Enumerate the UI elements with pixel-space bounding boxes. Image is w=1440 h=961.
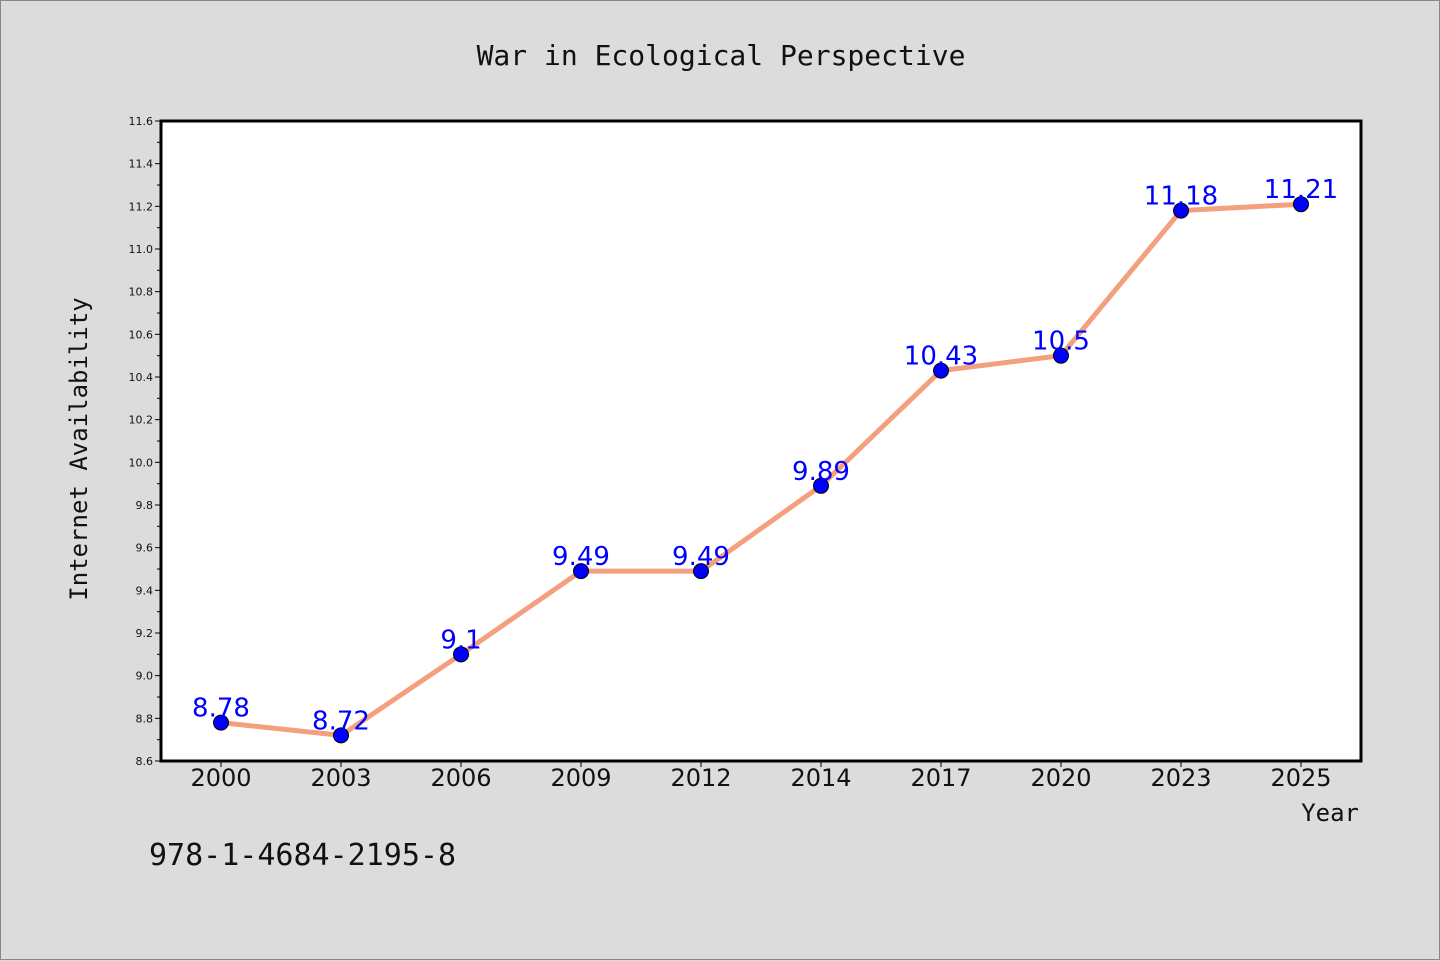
data-point <box>453 646 469 663</box>
y-tick-label: 10.2 <box>129 414 154 427</box>
data-label: 11.18 <box>1144 182 1218 212</box>
y-tick-label: 9.6 <box>136 542 154 555</box>
x-tick-label: 2009 <box>550 764 611 792</box>
data-label: 10.43 <box>904 342 978 372</box>
x-tick-label: 2020 <box>1030 764 1091 792</box>
x-tick-label: 2014 <box>790 764 851 792</box>
x-tick-label: 2025 <box>1270 764 1331 792</box>
x-tick-label: 2006 <box>430 764 491 792</box>
data-point <box>333 727 349 744</box>
y-tick-label: 9.8 <box>136 499 154 512</box>
data-label: 10.5 <box>1032 327 1090 357</box>
x-axis-label: Year <box>1301 799 1359 827</box>
data-point <box>213 714 229 731</box>
isbn-text: 978-1-4684-2195-8 <box>149 838 456 873</box>
y-tick-label: 11.6 <box>129 115 154 128</box>
data-point <box>933 362 949 379</box>
data-label: 9.49 <box>552 542 610 572</box>
data-point <box>813 477 829 494</box>
y-tick-label: 11.2 <box>129 200 154 213</box>
y-tick-label: 11.0 <box>129 243 154 256</box>
x-tick-label: 2000 <box>190 764 251 792</box>
y-tick-label: 9.0 <box>136 670 154 683</box>
y-axis: 8.6 8.8 9.0 9.2 9.4 9.6 9.8 10.0 10.2 10.4 10.6 10.… <box>129 115 161 768</box>
data-label: 8.78 <box>192 694 250 724</box>
data-point <box>1173 202 1189 219</box>
y-tick-label: 10.4 <box>129 371 154 384</box>
data-point <box>573 563 589 580</box>
series-line <box>218 201 1304 738</box>
data-label: 9.1 <box>440 625 481 655</box>
data-point <box>1053 347 1069 364</box>
y-axis-label: Internet Availability <box>65 297 93 600</box>
x-tick-label: 2012 <box>670 764 731 792</box>
data-label: 11.21 <box>1264 175 1338 205</box>
y-tick-label: 9.4 <box>136 584 154 597</box>
y-tick-label: 10.6 <box>129 328 154 341</box>
y-tick-label: 8.8 <box>136 712 154 725</box>
data-label: 9.49 <box>672 542 730 572</box>
x-tick-label: 2017 <box>910 764 971 792</box>
y-tick-label: 10.8 <box>129 286 154 299</box>
data-point <box>1293 196 1309 213</box>
series-layer: 8.78 8.72 9.1 9.49 9.49 9.89 10.43 10.5 11.18 11.… <box>192 175 1338 744</box>
y-tick-label: 8.6 <box>136 755 154 768</box>
chart-title: War in Ecological Perspective <box>477 39 966 72</box>
y-tick-label: 11.4 <box>129 158 154 171</box>
x-tick-label: 2003 <box>310 764 371 792</box>
data-label: 8.72 <box>312 706 370 736</box>
plot-area <box>159 119 1363 763</box>
data-point <box>693 563 709 580</box>
x-tick-label: 2023 <box>1150 764 1211 792</box>
y-tick-label: 10.0 <box>129 456 154 469</box>
x-axis: 2000 2003 2006 2009 2012 2014 2017 2020 2023 2025 <box>190 761 1332 792</box>
data-label: 9.89 <box>792 457 850 487</box>
y-tick-label: 9.2 <box>136 627 154 640</box>
